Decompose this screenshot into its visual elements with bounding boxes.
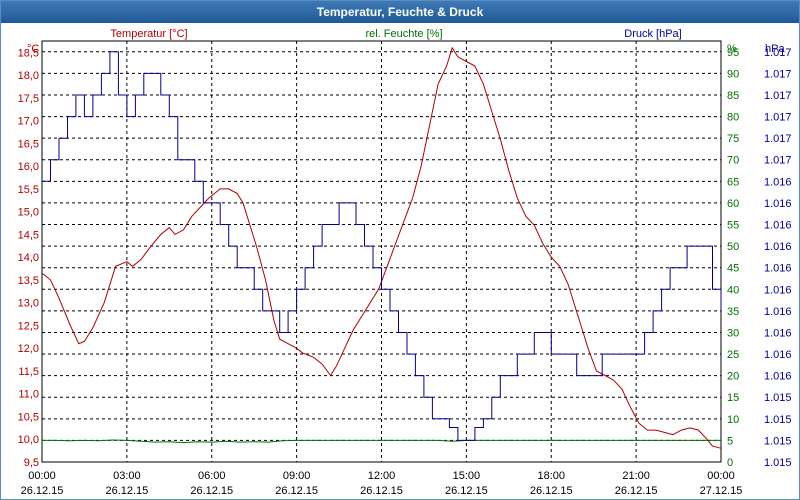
temperature-tick-label: 16,5 xyxy=(18,138,39,150)
humidity-tick-label: 65 xyxy=(727,176,739,188)
humidity-tick-label: 60 xyxy=(727,198,739,210)
pressure-tick-label: 1.017 xyxy=(764,112,792,124)
temperature-tick-label: 13,5 xyxy=(18,275,39,287)
temperature-tick-label: 12,5 xyxy=(18,320,39,332)
humidity-tick-label: 95 xyxy=(727,47,739,59)
humidity-tick-label: 10 xyxy=(727,414,739,426)
pressure-tick-label: 1.016 xyxy=(764,371,792,383)
temperature-tick-label: 15,0 xyxy=(18,207,39,219)
date-tick-label: 26.12.15 xyxy=(615,485,658,497)
temperature-tick-label: 10,5 xyxy=(18,411,39,423)
humidity-tick-label: 5 xyxy=(727,435,733,447)
chart-title: Temperatur, Feuchte & Druck xyxy=(1,1,799,23)
pressure-tick-label: 1.016 xyxy=(764,306,792,318)
date-tick-label: 26.12.15 xyxy=(190,485,233,497)
humidity-tick-label: 30 xyxy=(727,327,739,339)
temperature-line xyxy=(41,46,722,449)
temperature-tick-label: 11,0 xyxy=(18,389,39,401)
temperature-series-label: Temperatur [°C] xyxy=(110,28,187,40)
humidity-tick-label: 20 xyxy=(727,371,739,383)
temperature-tick-label: 17,5 xyxy=(18,93,39,105)
temperature-tick-label: 18,5 xyxy=(18,47,39,59)
date-tick-label: 26.12.15 xyxy=(275,485,318,497)
time-tick-label: 06:00 xyxy=(198,470,226,482)
temperature-tick-label: 14,5 xyxy=(18,229,39,241)
pressure-tick-label: 1.015 xyxy=(764,392,792,404)
pressure-axis-ticks: 1.015 1.015 1.015 1.015 1.016 1.016 1.016 1.016… xyxy=(764,47,792,469)
pressure-tick-label: 1.016 xyxy=(764,220,792,232)
date-tick-label: 26.12.15 xyxy=(360,485,403,497)
humidity-series-label: rel. Feuchte [%] xyxy=(365,28,442,40)
pressure-tick-label: 1.016 xyxy=(764,176,792,188)
time-tick-label: 03:00 xyxy=(113,470,141,482)
humidity-tick-label: 90 xyxy=(727,68,739,80)
vertical-gridlines xyxy=(126,41,637,462)
date-tick-label: 27.12.15 xyxy=(700,485,743,497)
pressure-line xyxy=(42,51,722,441)
time-tick-label: 00:00 xyxy=(707,470,735,482)
date-tick-label: 26.12.15 xyxy=(105,485,148,497)
temperature-tick-label: 14,0 xyxy=(18,252,39,264)
temperature-tick-label: 9,5 xyxy=(24,457,39,469)
time-axis-ticks: 00:00 26.12.15 03:00 26.12.15 06:00 26.12.15 0… xyxy=(21,470,743,497)
humidity-tick-label: 70 xyxy=(727,155,739,167)
time-tick-label: 15:00 xyxy=(453,470,481,482)
pressure-tick-label: 1.015 xyxy=(764,457,792,469)
pressure-tick-label: 1.016 xyxy=(764,263,792,275)
humidity-tick-label: 0 xyxy=(727,457,733,469)
time-tick-label: 12:00 xyxy=(368,470,396,482)
date-tick-label: 26.12.15 xyxy=(445,485,488,497)
pressure-tick-label: 1.017 xyxy=(764,68,792,80)
pressure-tick-label: 1.016 xyxy=(764,327,792,339)
humidity-tick-label: 25 xyxy=(727,349,739,361)
temperature-tick-label: 10,0 xyxy=(18,434,39,446)
temperature-tick-label: 18,0 xyxy=(18,70,39,82)
humidity-tick-label: 50 xyxy=(727,241,739,253)
pressure-axis-unit: hPa xyxy=(765,43,785,55)
pressure-tick-label: 1.017 xyxy=(764,133,792,145)
temperature-tick-label: 15,5 xyxy=(18,184,39,196)
temperature-axis-unit: °C xyxy=(27,43,39,55)
humidity-line xyxy=(42,439,721,444)
date-tick-label: 26.12.15 xyxy=(530,485,573,497)
time-tick-label: 21:00 xyxy=(622,470,650,482)
humidity-axis-unit: % xyxy=(727,43,737,55)
pressure-tick-label: 1.016 xyxy=(764,198,792,210)
time-tick-label: 00:00 xyxy=(28,470,56,482)
humidity-tick-label: 75 xyxy=(727,133,739,145)
pressure-tick-label: 1.016 xyxy=(764,284,792,296)
humidity-tick-label: 40 xyxy=(727,284,739,296)
humidity-tick-label: 15 xyxy=(727,392,739,404)
pressure-tick-label: 1.015 xyxy=(764,414,792,426)
temperature-tick-label: 17,0 xyxy=(18,116,39,128)
time-tick-label: 09:00 xyxy=(283,470,311,482)
pressure-tick-label: 1.016 xyxy=(764,241,792,253)
humidity-tick-label: 80 xyxy=(727,112,739,124)
temperature-tick-label: 16,0 xyxy=(18,161,39,173)
chart-canvas: 9,5 10,0 10,5 11,0 11,5 12,0 12,5 13,0 13,5 14,0 1… xyxy=(18,28,792,497)
plot-border xyxy=(41,40,722,463)
pressure-tick-label: 1.017 xyxy=(764,90,792,102)
temperature-tick-label: 13,0 xyxy=(18,298,39,310)
time-tick-label: 18:00 xyxy=(537,470,565,482)
pressure-series-label: Druck [hPa] xyxy=(624,28,681,40)
humidity-tick-label: 45 xyxy=(727,263,739,275)
pressure-tick-label: 1.017 xyxy=(764,47,792,59)
humidity-axis-ticks: 0 5 10 15 20 25 30 35 40 45 50 55 60 65 70 75 80 85 90 95 xyxy=(727,47,739,469)
pressure-tick-label: 1.016 xyxy=(764,349,792,361)
date-tick-label: 26.12.15 xyxy=(21,485,64,497)
pressure-tick-label: 1.017 xyxy=(764,155,792,167)
humidity-tick-label: 85 xyxy=(727,90,739,102)
temperature-tick-label: 11,5 xyxy=(18,366,39,378)
temperature-tick-label: 12,0 xyxy=(18,343,39,355)
humidity-tick-label: 55 xyxy=(727,220,739,232)
pressure-tick-label: 1.015 xyxy=(764,435,792,447)
temperature-axis-ticks: 9,5 10,0 10,5 11,0 11,5 12,0 12,5 13,0 13,5 14,0 1… xyxy=(18,47,39,469)
humidity-tick-label: 35 xyxy=(727,306,739,318)
